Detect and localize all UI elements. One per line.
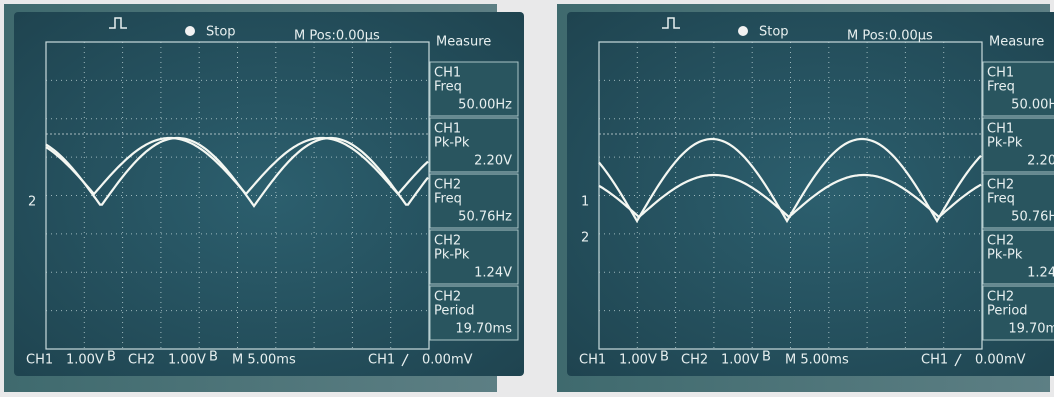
ch1-scale: 1.00V [619, 353, 657, 368]
timebase: M 5.00ms [232, 353, 296, 368]
run-indicator [185, 26, 195, 36]
measurement-value: 1.24V [1027, 266, 1054, 281]
measurement-label: Pk-Pk [434, 136, 470, 151]
measurement-channel: CH1 [987, 66, 1014, 81]
measurement-label: Period [987, 304, 1028, 319]
trigger-state: Stop [206, 25, 236, 40]
measurement-channel: CH1 [434, 66, 461, 81]
measurement-channel: CH2 [987, 290, 1014, 305]
ch1-scale: 1.00V [66, 353, 104, 368]
measurement-label: Freq [987, 80, 1015, 95]
measurement-value: 50.76Hz [458, 210, 512, 225]
ch2-bw: B [209, 350, 218, 365]
measurement-channel: CH2 [987, 234, 1014, 249]
measurement-channel: CH1 [987, 122, 1014, 137]
measurement-label: Freq [434, 192, 462, 207]
ch1-bw: B [107, 350, 116, 365]
measurement-channel: CH1 [434, 122, 461, 137]
channel-marker: 2 [581, 231, 589, 246]
horizontal-position: M Pos:0.00µs [847, 29, 933, 44]
measurement-label: Pk-Pk [987, 136, 1023, 151]
ch2-scale: 1.00V [721, 353, 759, 368]
trigger-source: CH1 [921, 353, 948, 368]
ch1-bw: B [660, 350, 669, 365]
ch2-label: CH2 [681, 353, 708, 368]
measurement-value: 50.76Hz [1011, 210, 1054, 225]
measurement-value: 19.70ms [1008, 322, 1054, 337]
menu-title: Measure [436, 35, 491, 50]
ch2-bw: B [762, 350, 771, 365]
channel-marker: 1 [581, 195, 589, 210]
ch1-label: CH1 [579, 353, 606, 368]
run-indicator [738, 26, 748, 36]
measurement-value: 50.00Hz [458, 98, 512, 113]
measurement-label: Freq [434, 80, 462, 95]
measurement-value: 50.00Hz [1011, 98, 1054, 113]
measurement-channel: CH2 [434, 290, 461, 305]
ch1-label: CH1 [26, 353, 53, 368]
trigger-level-value: 0.00mV [422, 353, 473, 368]
channel-marker: 2 [28, 195, 36, 210]
trigger-state: Stop [759, 25, 789, 40]
measurement-value: 19.70ms [455, 322, 512, 337]
measurement-value: 1.24V [474, 266, 512, 281]
measurement-label: Period [434, 304, 475, 319]
ch2-label: CH2 [128, 353, 155, 368]
oscilloscope-photos: 2StopM Pos:0.00µsMeasureCH1Freq50.00HzCH… [0, 0, 1054, 397]
measurement-label: Pk-Pk [987, 248, 1023, 263]
measurement-channel: CH2 [987, 178, 1014, 193]
measurement-label: Pk-Pk [434, 248, 470, 263]
ch2-scale: 1.00V [168, 353, 206, 368]
menu-title: Measure [989, 35, 1044, 50]
measurement-value: 2.20V [1027, 154, 1054, 169]
display [567, 12, 1054, 376]
trigger-source: CH1 [368, 353, 395, 368]
horizontal-position: M Pos:0.00µs [294, 29, 380, 44]
measurement-label: Freq [987, 192, 1015, 207]
measurement-value: 2.20V [474, 154, 512, 169]
timebase: M 5.00ms [785, 353, 849, 368]
trigger-level-value: 0.00mV [975, 353, 1026, 368]
measurement-channel: CH2 [434, 234, 461, 249]
measurement-channel: CH2 [434, 178, 461, 193]
